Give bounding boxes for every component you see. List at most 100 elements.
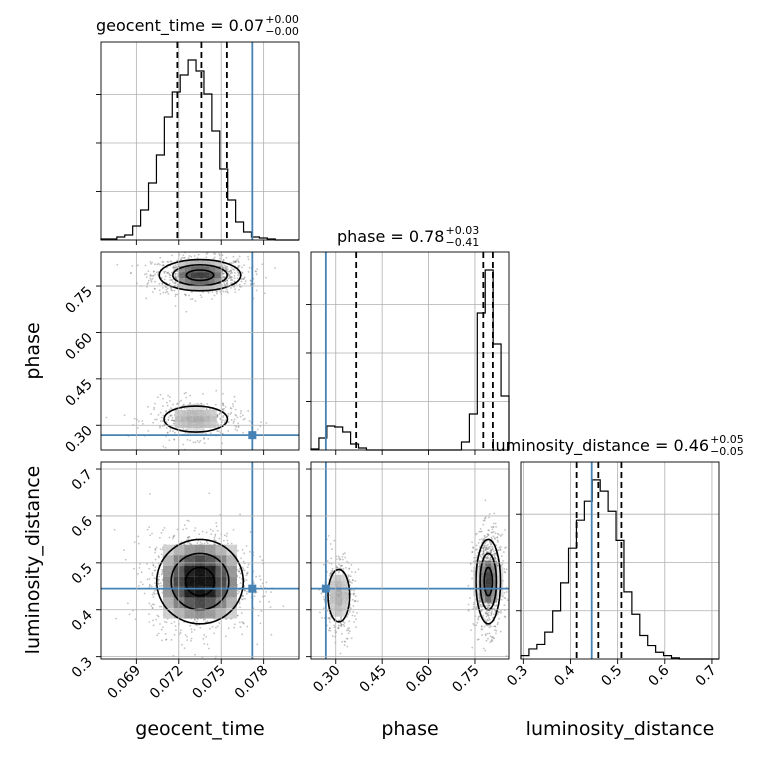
scatter-point: [162, 397, 164, 400]
scatter-point: [168, 408, 171, 411]
scatter-point: [476, 607, 479, 610]
scatter-point: [258, 575, 261, 578]
scatter-point: [498, 546, 501, 549]
scatter-point: [261, 263, 264, 266]
contour: [158, 258, 242, 292]
density-cell: [205, 576, 216, 587]
scatter-point: [486, 548, 489, 551]
scatter-point: [243, 264, 245, 267]
scatter-point: [242, 418, 245, 421]
scatter-point: [193, 628, 196, 631]
scatter-point: [174, 273, 177, 275]
density-cell: [163, 565, 174, 577]
scatter-point: [149, 534, 152, 537]
density-cell: [226, 576, 237, 587]
scatter-point: [496, 536, 499, 539]
scatter-point: [188, 535, 191, 538]
scatter-point: [242, 595, 244, 598]
scatter-point: [162, 264, 165, 267]
scatter-point: [196, 542, 199, 544]
scatter-point: [477, 597, 480, 600]
scatter-point: [496, 565, 499, 567]
scatter-point: [218, 253, 221, 256]
scatter-point: [489, 551, 492, 554]
scatter-point: [224, 419, 227, 422]
scatter-point: [504, 616, 507, 618]
density-cell: [335, 586, 342, 593]
panel-content: [101, 252, 299, 450]
scatter-point: [172, 535, 175, 538]
scatter-point: [159, 623, 161, 625]
scatter-point: [146, 528, 149, 531]
scatter-point: [491, 531, 494, 534]
scatter-point: [319, 611, 321, 614]
scatter-point: [243, 277, 245, 280]
scatter-point: [167, 292, 170, 295]
scatter-point: [161, 568, 164, 571]
title-phase-value: 0.78: [409, 227, 445, 246]
scatter-point: [353, 620, 356, 623]
scatter-point: [137, 535, 140, 538]
scatter-point: [487, 614, 490, 617]
scatter-point: [186, 438, 189, 441]
scatter-point: [165, 410, 167, 413]
scatter-point: [484, 517, 487, 519]
scatter-point: [490, 550, 493, 552]
scatter-point: [239, 572, 242, 575]
scatter-point: [485, 547, 488, 549]
scatter-point: [190, 639, 192, 642]
scatter-point: [174, 275, 176, 277]
scatter-point: [498, 533, 501, 536]
scatter-point: [230, 270, 232, 272]
scatter-point: [161, 570, 164, 573]
scatter-point: [247, 255, 249, 258]
scatter-point: [159, 293, 162, 295]
scatter-point: [182, 254, 185, 257]
scatter-point: [185, 310, 188, 313]
panel-hist-luminosity-distance: 0.3 0.4 0.5 0.6 0.7: [504, 461, 720, 690]
panel-hist-phase: [306, 251, 510, 455]
scatter-point: [354, 600, 357, 602]
scatter-point: [327, 617, 330, 620]
scatter-point: [222, 275, 225, 278]
scatter-point: [182, 428, 185, 430]
scatter-point: [342, 623, 345, 626]
title-phase-minus: −0.41: [445, 236, 479, 249]
scatter-point: [335, 566, 338, 569]
scatter-point: [186, 639, 188, 642]
scatter-point: [491, 640, 494, 642]
scatter-point: [169, 279, 171, 281]
scatter-point: [488, 545, 491, 548]
scatter-point: [158, 289, 161, 292]
density-cell: [203, 278, 209, 285]
scatter-point: [193, 255, 196, 257]
scatter-point: [240, 278, 243, 280]
panels: 0.3 0.4 0.5 0.6 0.70.300.450.600.750.069 0.07…: [62, 41, 720, 702]
density-cell: [163, 586, 174, 598]
scatter-point: [150, 605, 153, 607]
scatter-point: [230, 411, 233, 414]
scatter-point: [354, 580, 357, 582]
scatter-point: [176, 528, 179, 531]
scatter-point: [162, 291, 165, 294]
title-geocent-time-text: geocent_time: [96, 16, 205, 36]
scatter-point: [490, 602, 493, 605]
scatter-point: [240, 410, 243, 412]
scatter-point: [350, 637, 353, 640]
density-cell: [341, 610, 348, 617]
scatter-point: [241, 272, 244, 274]
scatter-point: [338, 558, 341, 561]
contour: [185, 269, 215, 282]
scatter-point: [225, 268, 228, 271]
scatter-point: [188, 542, 191, 545]
scatter-point: [237, 260, 239, 262]
scatter-point: [491, 553, 494, 556]
scatter-point: [351, 579, 354, 582]
scatter-point: [148, 567, 151, 570]
scatter-point: [164, 270, 167, 273]
scatter-point: [133, 417, 136, 420]
scatter-point: [226, 290, 229, 293]
scatter-point: [224, 406, 227, 408]
density-cell: [197, 278, 203, 285]
scatter-point: [157, 582, 160, 585]
